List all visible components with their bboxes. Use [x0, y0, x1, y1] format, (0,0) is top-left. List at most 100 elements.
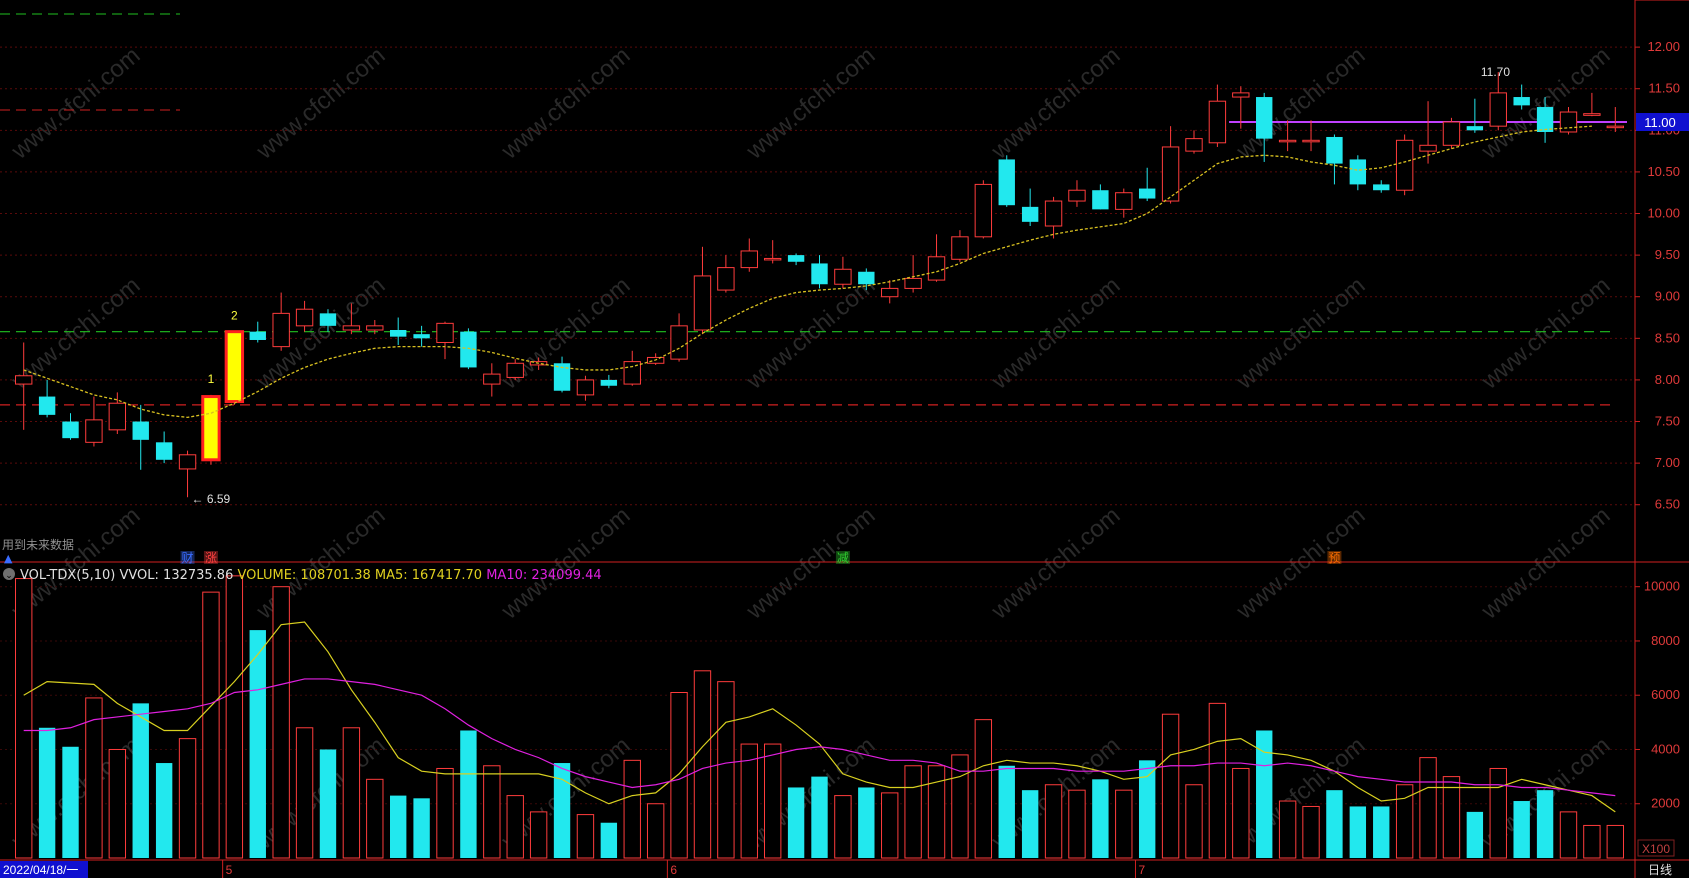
period-label[interactable]: 日线 — [1648, 863, 1672, 877]
candle-body-down[interactable] — [1536, 107, 1554, 132]
volume-bar-down[interactable] — [38, 727, 56, 858]
volume-bar-up[interactable] — [1442, 776, 1461, 859]
volume-bar-up[interactable] — [1606, 824, 1624, 859]
volume-bar-up[interactable] — [927, 765, 946, 859]
volume-bar-up[interactable] — [1419, 757, 1437, 859]
event-marker[interactable]: 预 — [1328, 551, 1340, 565]
volume-bar-up[interactable] — [1044, 784, 1063, 859]
volume-bar-down[interactable] — [132, 703, 149, 858]
volume-bar-down[interactable] — [460, 730, 477, 858]
candle-body-limit-up[interactable] — [224, 330, 245, 404]
volume-bar-up[interactable] — [881, 792, 899, 859]
volume-bar-down[interactable] — [1326, 790, 1343, 858]
candle-body-up[interactable] — [1044, 200, 1063, 227]
candle-body-down[interactable] — [38, 396, 56, 415]
candle-body-up[interactable] — [1606, 125, 1624, 129]
volume-bar-up[interactable] — [272, 586, 290, 859]
volume-bar-up[interactable] — [483, 765, 501, 859]
candle-body-up[interactable] — [576, 379, 595, 396]
candle-body-down[interactable] — [553, 363, 571, 391]
volume-bar-up[interactable] — [646, 803, 665, 859]
candle-body-up[interactable] — [1278, 139, 1297, 143]
volume-bar-up[interactable] — [1395, 784, 1414, 859]
volume-bar-up[interactable] — [85, 697, 103, 859]
candle-body-up[interactable] — [951, 236, 969, 260]
candle-body-up[interactable] — [834, 268, 852, 285]
volume-bar-down[interactable] — [62, 746, 79, 858]
candle-body-up[interactable] — [927, 256, 946, 281]
candle-body-up[interactable] — [272, 312, 290, 348]
volume-bar-down[interactable] — [811, 776, 828, 858]
volume-bars[interactable] — [15, 575, 1624, 859]
volume-bar-up[interactable] — [576, 814, 595, 859]
volume-bar-up[interactable] — [904, 765, 922, 859]
volume-bar-up[interactable] — [623, 759, 641, 859]
volume-bar-down[interactable] — [553, 763, 571, 858]
volume-bar-down[interactable] — [1466, 811, 1484, 858]
volume-bar-up[interactable] — [529, 811, 548, 859]
event-marker[interactable]: 涨 — [205, 550, 217, 565]
candle-body-up[interactable] — [342, 325, 361, 331]
candle-body-up[interactable] — [1185, 138, 1203, 152]
candle-body-down[interactable] — [858, 271, 875, 285]
candle-body-down[interactable] — [1466, 126, 1484, 131]
candle-body-up[interactable] — [717, 267, 735, 291]
candle-body-limit-up[interactable] — [201, 395, 221, 462]
volume-bar-up[interactable] — [951, 754, 969, 859]
candle-body-up[interactable] — [881, 287, 899, 298]
volume-bar-up[interactable] — [974, 719, 993, 859]
candle-body-up[interactable] — [1068, 189, 1086, 202]
candle-body-up[interactable] — [15, 375, 33, 385]
candle-body-up[interactable] — [436, 322, 454, 343]
candle-body-down[interactable] — [1092, 190, 1109, 210]
volume-bar-down[interactable] — [1256, 730, 1273, 858]
candle-body-down[interactable] — [600, 379, 618, 386]
candle-body-down[interactable] — [1326, 136, 1343, 164]
candle-body-down[interactable] — [132, 421, 149, 440]
volume-bar-down[interactable] — [858, 787, 875, 858]
volume-bar-down[interactable] — [155, 763, 173, 858]
volume-bar-down[interactable] — [390, 795, 407, 858]
volume-bar-down[interactable] — [600, 822, 618, 858]
volume-bar-up[interactable] — [225, 575, 244, 859]
volume-bar-up[interactable] — [202, 591, 220, 859]
candle-body-up[interactable] — [904, 277, 922, 289]
volume-bar-up[interactable] — [366, 778, 384, 859]
volume-bar-up[interactable] — [740, 743, 758, 859]
volume-bar-up[interactable] — [717, 681, 735, 859]
candle-body-up[interactable] — [623, 361, 641, 385]
volume-bar-down[interactable] — [249, 630, 266, 858]
candle-body-up[interactable] — [974, 183, 993, 238]
candle-body-up[interactable] — [366, 325, 384, 331]
candle-body-up[interactable] — [1395, 139, 1414, 191]
candle-body-down[interactable] — [1021, 206, 1039, 222]
volume-bar-up[interactable] — [693, 670, 712, 859]
candle-body-down[interactable] — [319, 313, 337, 326]
candle-body-up[interactable] — [1161, 146, 1180, 202]
candle-body-up[interactable] — [108, 402, 127, 431]
volume-bar-up[interactable] — [1068, 789, 1086, 859]
volume-bar-down[interactable] — [787, 787, 805, 858]
expand-arrow-icon[interactable]: ▲ — [4, 552, 13, 565]
candle-body-down[interactable] — [811, 263, 828, 285]
candle-body-down[interactable] — [998, 159, 1015, 206]
candle-body-up[interactable] — [178, 454, 197, 470]
volume-bar-up[interactable] — [1583, 824, 1601, 859]
candle-body-up[interactable] — [740, 250, 758, 269]
candle-body-down[interactable] — [390, 330, 407, 337]
candle-body-down[interactable] — [787, 255, 805, 262]
volume-bar-up[interactable] — [1161, 713, 1180, 859]
volume-bar-down[interactable] — [1513, 801, 1530, 858]
candle-body-down[interactable] — [460, 331, 477, 368]
volume-bar-down[interactable] — [413, 798, 430, 858]
volume-bar-up[interactable] — [295, 727, 314, 859]
volume-bar-down[interactable] — [1092, 779, 1109, 858]
volume-bar-up[interactable] — [178, 738, 197, 859]
volume-bar-up[interactable] — [1115, 789, 1133, 859]
volume-bar-up[interactable] — [834, 795, 852, 859]
volume-bar-up[interactable] — [1278, 800, 1297, 859]
volume-bar-up[interactable] — [1185, 784, 1203, 859]
volume-bar-down[interactable] — [1349, 806, 1367, 858]
candle-body-up[interactable] — [763, 257, 782, 261]
